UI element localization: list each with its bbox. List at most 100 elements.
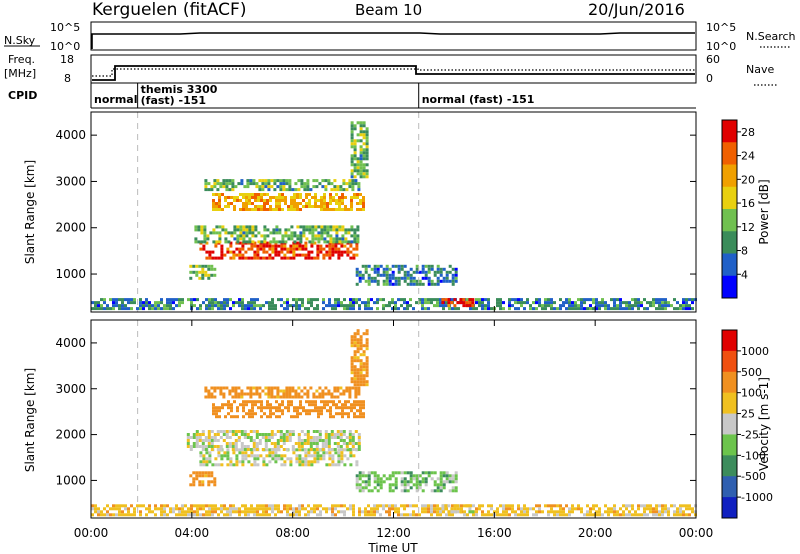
echo-cell (210, 439, 214, 442)
echo-cell (255, 448, 259, 451)
echo-cell (351, 433, 355, 436)
echo-cell (186, 442, 190, 445)
echo-cell (232, 510, 235, 514)
echo-cell (245, 228, 249, 232)
echo-cell (332, 225, 336, 229)
echo-cell (218, 237, 222, 241)
echo-cell (385, 279, 389, 283)
echo-cell (365, 151, 369, 155)
echo-cell (601, 513, 604, 517)
echo-cell (353, 344, 357, 348)
echo-cell (245, 196, 248, 199)
echo-cell (688, 304, 691, 308)
echo-cell (397, 270, 401, 274)
echo-cell (309, 188, 313, 192)
echo-cell (268, 451, 272, 455)
echo-cell (230, 409, 233, 413)
echo-cell (433, 507, 436, 511)
echo-cell (270, 185, 274, 189)
echo-cell (124, 307, 127, 311)
echo-cell (266, 208, 269, 211)
echo-cell (685, 504, 688, 508)
echo-cell (356, 160, 360, 164)
echo-cell (350, 341, 354, 345)
echo-cell (198, 436, 202, 439)
echo-cell (265, 301, 268, 305)
echo-cell (433, 270, 437, 274)
echo-cell (631, 304, 634, 308)
echo-cell (445, 279, 449, 283)
echo-cell (340, 510, 343, 514)
echo-cell (277, 510, 280, 514)
echo-cell (263, 225, 267, 229)
echo-cell (427, 307, 430, 311)
echo-cell (409, 504, 412, 508)
echo-cell (269, 403, 272, 407)
echo-cell (264, 392, 268, 396)
echo-cell (213, 445, 217, 448)
echo-cell (351, 445, 355, 448)
echo-cell (290, 400, 293, 404)
echo-cell (247, 304, 250, 308)
echo-cell (365, 139, 369, 143)
echo-cell (253, 457, 257, 461)
echo-cell (397, 298, 400, 302)
echo-cell (127, 307, 130, 311)
echo-cell (430, 471, 434, 475)
echo-cell (376, 264, 380, 268)
echo-cell (220, 256, 224, 260)
echo-cell (199, 247, 203, 251)
echo-cell (266, 406, 269, 410)
echo-cell (271, 507, 274, 511)
echo-cell (325, 507, 328, 511)
echo-cell (234, 430, 238, 433)
echo-cell (344, 205, 347, 208)
echo-cell (201, 439, 205, 442)
echo-cell (220, 253, 224, 257)
echo-cell (139, 510, 142, 514)
echo-cell (229, 250, 233, 254)
echo-cell (323, 228, 327, 232)
echo-cell (484, 304, 487, 308)
echo-cell (292, 513, 295, 517)
y-tick-label: 4000 (55, 336, 86, 350)
echo-cell (103, 507, 106, 511)
nsky-trace (91, 32, 695, 49)
echo-cell (356, 374, 360, 378)
echo-cell (343, 307, 346, 311)
echo-cell (195, 445, 199, 448)
echo-cell (367, 279, 371, 283)
echo-cell (264, 436, 268, 439)
echo-cell (311, 409, 314, 413)
echo-cell (278, 409, 281, 413)
echo-cell (359, 157, 363, 161)
echo-cell (352, 256, 356, 260)
echo-cell (194, 228, 198, 232)
echo-cell (307, 301, 310, 305)
echo-cell (258, 439, 262, 442)
echo-cell (373, 270, 377, 274)
echo-cell (354, 179, 358, 183)
echo-cell (451, 474, 455, 478)
echo-cell (318, 439, 322, 442)
echo-cell (204, 182, 208, 186)
echo-cell (342, 188, 346, 192)
echo-cell (118, 513, 121, 517)
echo-cell (356, 133, 360, 137)
echo-cell (330, 188, 334, 192)
echo-cell (613, 510, 616, 514)
echo-cell (281, 409, 284, 413)
echo-cell (184, 504, 187, 508)
echo-cell (355, 301, 358, 305)
echo-cell (367, 483, 371, 487)
echo-cell (316, 507, 319, 511)
echo-cell (208, 510, 211, 514)
echo-cell (335, 193, 338, 196)
echo-cell (267, 179, 271, 183)
echo-cell (451, 279, 455, 283)
echo-cell (361, 474, 365, 478)
echo-cell (278, 403, 281, 407)
echo-cell (454, 273, 458, 277)
echo-cell (266, 202, 269, 205)
echo-cell (291, 448, 295, 451)
